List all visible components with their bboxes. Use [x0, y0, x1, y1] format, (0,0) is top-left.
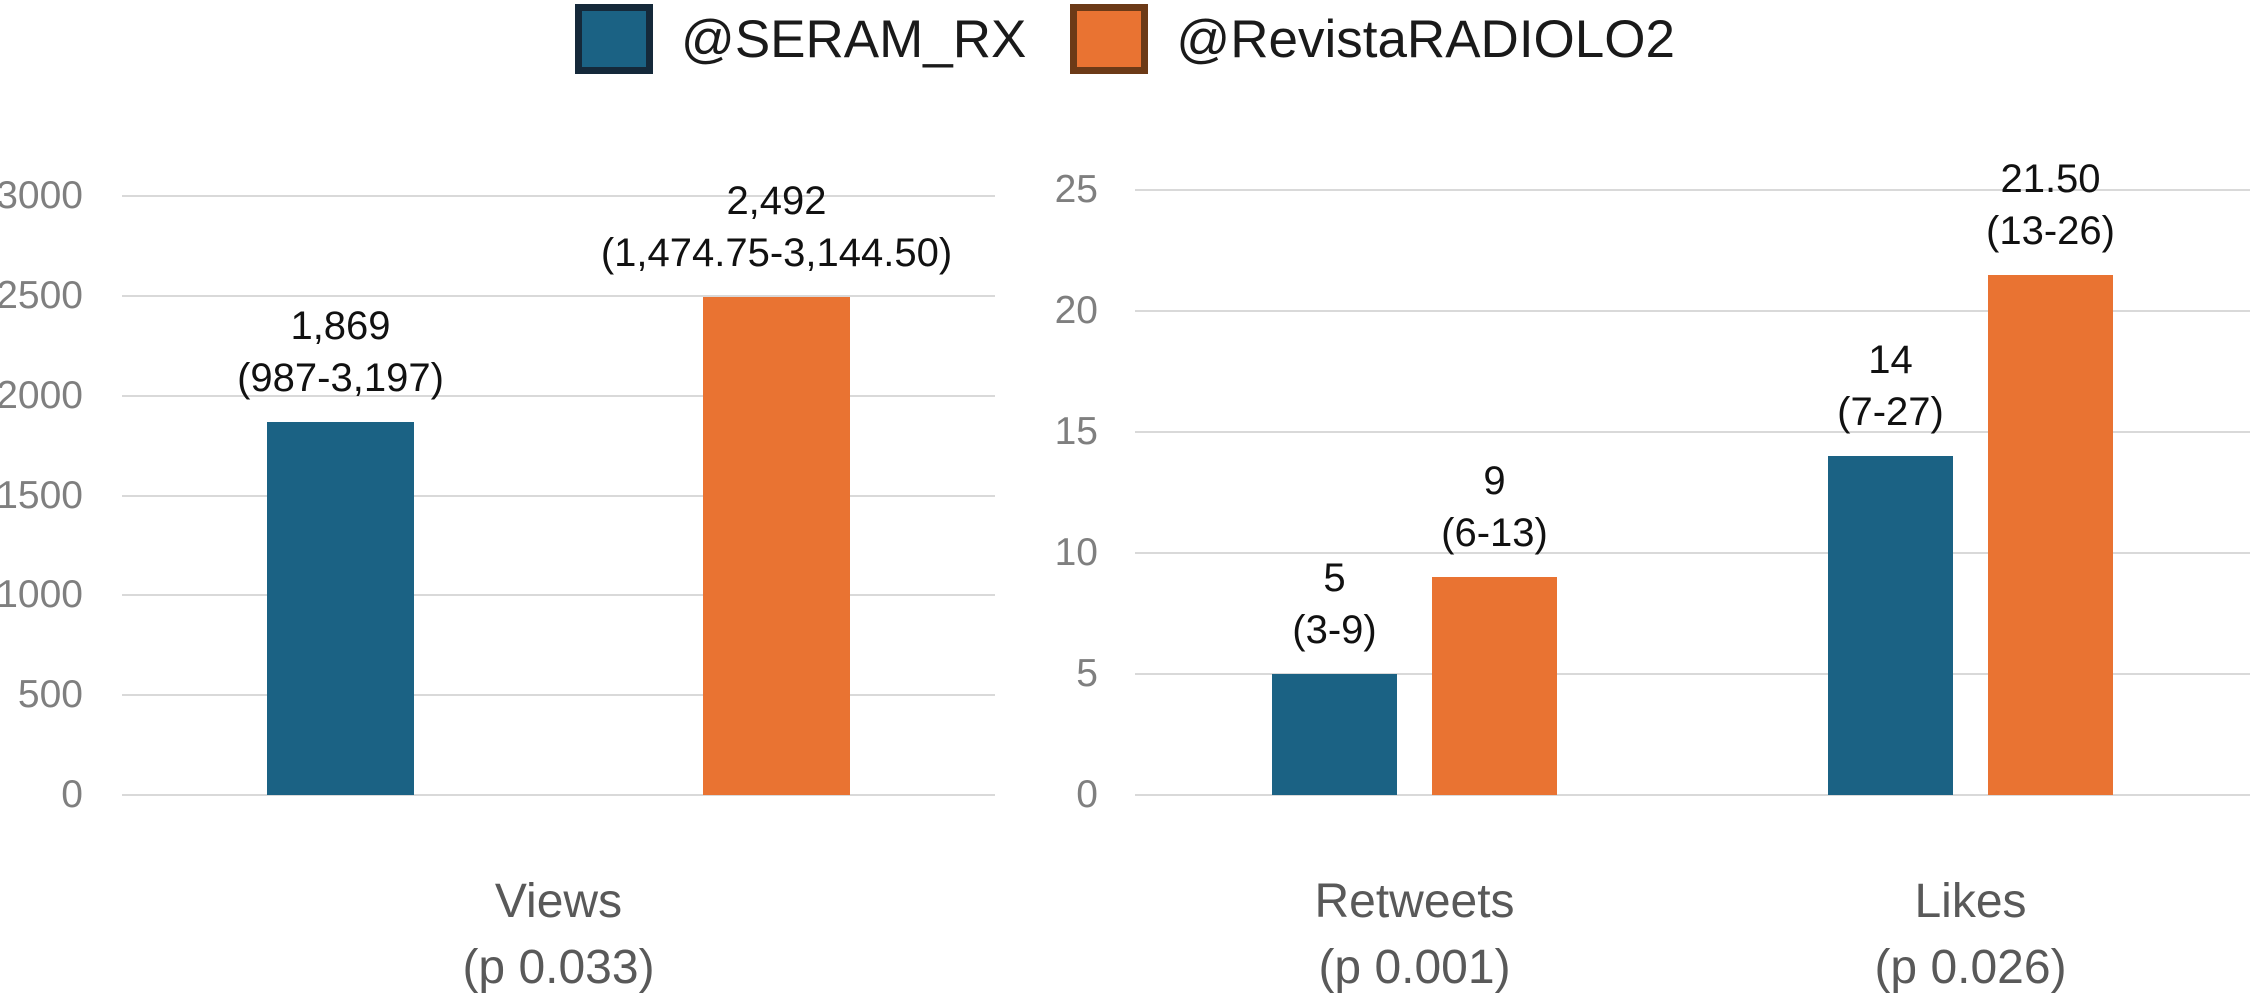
bar-value-range: (987-3,197) [237, 355, 444, 400]
y-gridline [1135, 673, 2250, 675]
bar-value-label: 21.50 (13-26) [1986, 153, 2115, 257]
y-gridline [1135, 552, 2250, 554]
y-gridline [122, 794, 995, 796]
y-tick-label: 1500 [0, 473, 83, 517]
y-gridline [122, 394, 995, 397]
y-gridline [122, 494, 995, 497]
y-gridline [1135, 310, 2250, 312]
y-tick-label: 500 [17, 673, 83, 717]
legend-swatch-seram-rx [575, 4, 654, 74]
category-label: Views (p 0.033) [462, 869, 654, 1001]
bar-value-label: 14 (7-27) [1837, 334, 1944, 438]
chart-legend: @SERAM_RX @RevistaRADIOLO2 [0, 0, 2250, 78]
y-tick-label: 2500 [0, 273, 83, 317]
y-gridline [1135, 794, 2250, 796]
category-label-pvalue: (p 0.026) [1874, 941, 2067, 994]
y-tick-label: 20 [1054, 289, 1098, 332]
bar-value-range: (3-9) [1292, 608, 1377, 652]
category-label-name: Views [494, 875, 623, 928]
bar-value-range: (13-26) [1986, 208, 2115, 253]
y-gridline [122, 294, 995, 297]
legend-item-seram-rx: @SERAM_RX [575, 4, 1026, 74]
bar-value-median: 1,869 [290, 303, 391, 348]
y-tick-label: 1000 [0, 573, 83, 617]
bar [1432, 577, 1557, 795]
y-gridline [122, 694, 995, 697]
y-gridline [122, 195, 995, 197]
y-tick-label: 15 [1054, 410, 1098, 453]
y-tick-label: 10 [1054, 531, 1098, 574]
bar-value-median: 14 [1868, 338, 1913, 383]
bar-value-median: 9 [1483, 459, 1506, 504]
legend-swatch-revistaradiolo2 [1070, 4, 1149, 74]
y-tick-label: 25 [1054, 168, 1098, 211]
category-label-pvalue: (p 0.001) [1318, 941, 1511, 994]
y-gridline [122, 594, 995, 597]
bar-value-label: 1,869 (987-3,197) [237, 300, 444, 404]
category-label-name: Retweets [1314, 875, 1515, 928]
bar-value-median: 2,492 [726, 179, 827, 224]
category-label: Likes (p 0.026) [1874, 869, 2066, 1001]
y-tick-label: 2000 [0, 373, 83, 417]
bar-value-range: (7-27) [1837, 390, 1944, 435]
bar [1988, 274, 2113, 795]
y-tick-label: 5 [1076, 652, 1098, 695]
category-label: Retweets (p 0.001) [1314, 869, 1514, 1001]
bar-value-median: 21.50 [2000, 156, 2101, 201]
y-gridline [1135, 431, 2250, 433]
bar [1828, 456, 1953, 795]
y-gridline [1135, 189, 2250, 191]
bar-value-median: 5 [1323, 556, 1346, 600]
category-label-pvalue: (p 0.033) [462, 941, 655, 994]
legend-label-revistaradiolo2: @RevistaRADIOLO2 [1176, 9, 1675, 69]
category-label-name: Likes [1914, 875, 2027, 928]
bar [267, 421, 414, 795]
bar [703, 297, 850, 795]
bar [1272, 674, 1397, 795]
legend-label-seram-rx: @SERAM_RX [681, 9, 1027, 69]
bar-value-range: (6-13) [1441, 511, 1548, 556]
y-tick-label: 3000 [0, 174, 83, 217]
bar-value-label: 2,492 (1,474.75-3,144.50) [601, 175, 952, 279]
y-tick-label: 0 [61, 773, 83, 816]
y-tick-label: 0 [1076, 773, 1098, 816]
bar-value-label: 9 (6-13) [1441, 455, 1548, 559]
bar-value-range: (1,474.75-3,144.50) [600, 231, 953, 276]
bar-value-label: 5 (3-9) [1292, 552, 1376, 656]
legend-item-revistaradiolo2: @RevistaRADIOLO2 [1070, 4, 1675, 74]
